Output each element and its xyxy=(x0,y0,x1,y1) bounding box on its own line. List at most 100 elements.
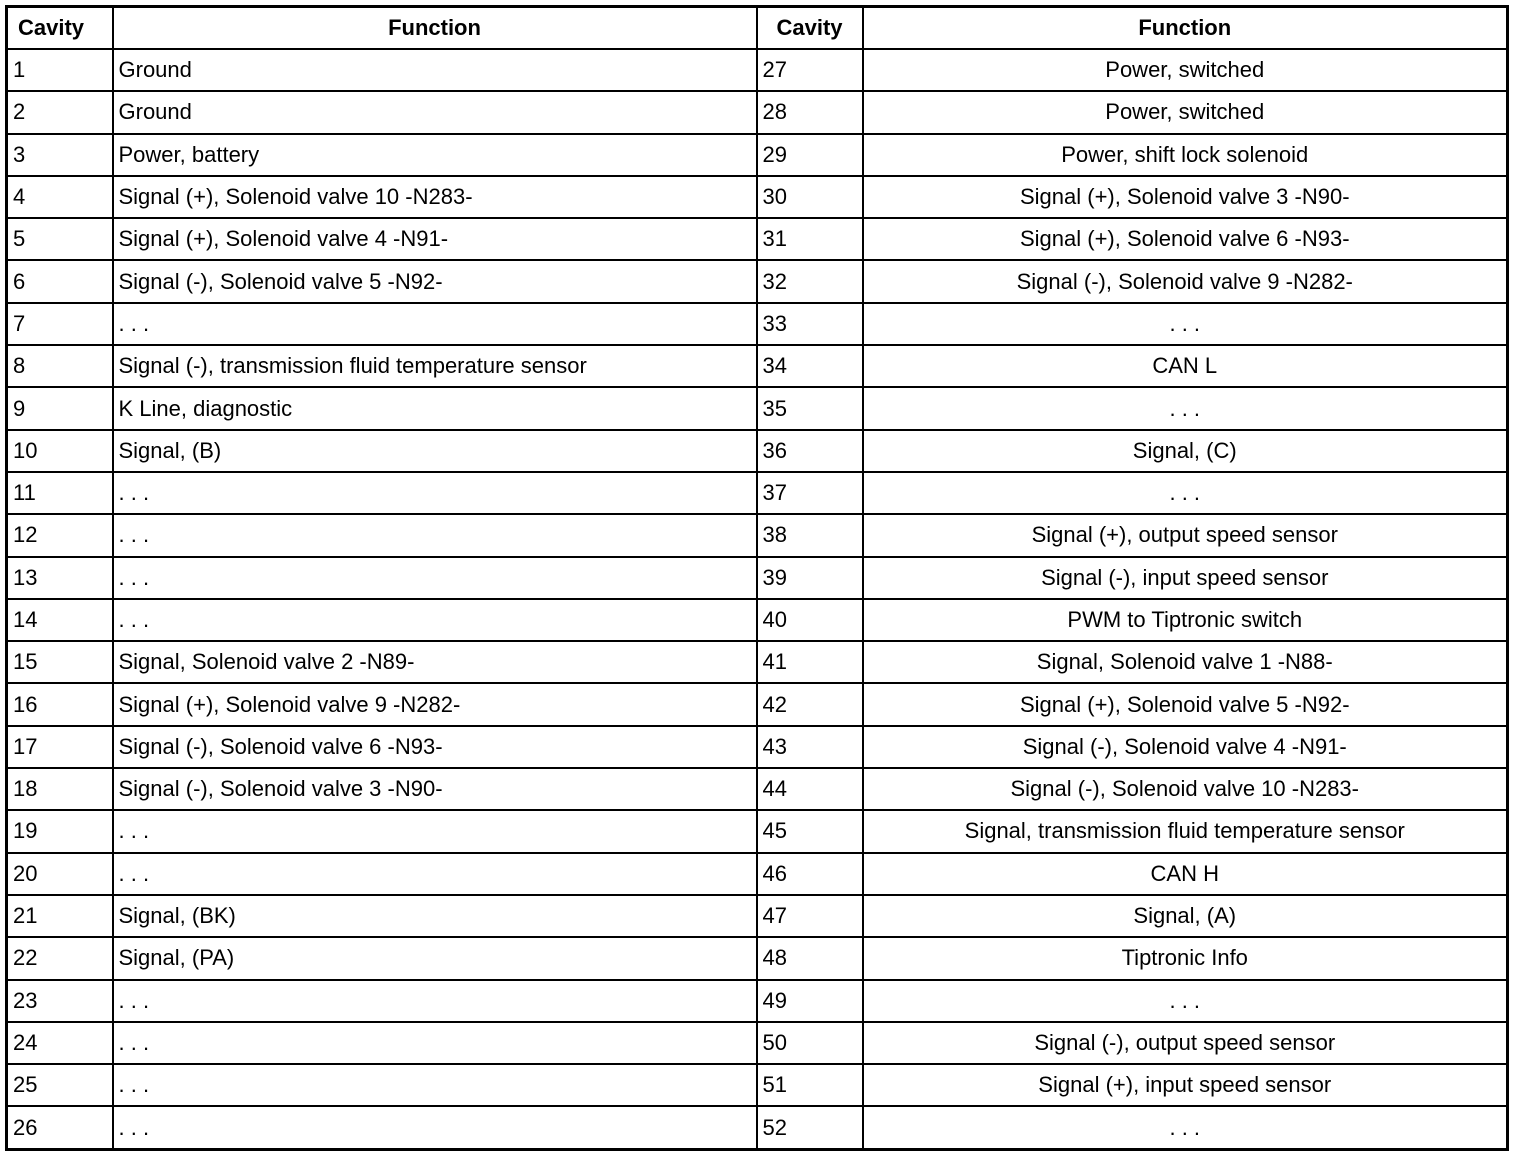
cavity-left-cell: 13 xyxy=(5,555,114,600)
cavity-right-cell: 40 xyxy=(755,597,864,643)
cavity-right-cell: 47 xyxy=(755,893,864,939)
function-left-cell: Signal (-), Solenoid valve 3 -N90- xyxy=(111,767,758,812)
cavity-left-cell: 10 xyxy=(5,428,114,473)
function-right-cell: CAN H xyxy=(861,851,1509,896)
table-row: 17 Signal (-), Solenoid valve 6 -N93- 43 Si… xyxy=(5,724,1509,770)
cavity-right-cell: 29 xyxy=(755,132,864,177)
function-left-cell: . . . xyxy=(111,1063,758,1108)
function-right-cell: . . . xyxy=(861,978,1509,1023)
cavity-left-cell: 15 xyxy=(5,640,114,685)
cavity-left-cell: 3 xyxy=(5,132,114,177)
function-left-cell: Ground xyxy=(111,90,758,135)
function-right-cell: Signal (-), output speed sensor xyxy=(861,1020,1509,1066)
function-right-cell: PWM to Tiptronic switch xyxy=(861,597,1509,643)
function-left-cell: Signal (-), transmission fluid temperatu… xyxy=(111,344,758,389)
cavity-left-cell: 8 xyxy=(5,344,114,389)
function-right-cell: . . . xyxy=(861,386,1509,431)
function-left-cell: Signal (+), Solenoid valve 9 -N282- xyxy=(111,682,758,727)
table-row: 4 Signal (+), Solenoid valve 10 -N283- 30 S… xyxy=(5,174,1509,220)
cavity-left-cell: 9 xyxy=(5,386,114,431)
function-left-cell: Signal (+), Solenoid valve 4 -N91- xyxy=(111,217,758,262)
function-left-cell: . . . xyxy=(111,513,758,558)
cavity-right-cell: 42 xyxy=(755,682,864,727)
cavity-left-cell: 26 xyxy=(5,1105,114,1151)
header-row: Cavity Function Cavity Function xyxy=(5,5,1509,50)
cavity-right-cell: 32 xyxy=(755,259,864,304)
function-right-cell: . . . xyxy=(861,301,1509,347)
function-right-cell: Tiptronic Info xyxy=(861,936,1509,981)
table-row: 10 Signal, (B) 36 Signal, (C) xyxy=(5,428,1509,473)
function-right-cell: Signal (-), Solenoid valve 4 -N91- xyxy=(861,724,1509,770)
cavity-right-cell: 30 xyxy=(755,174,864,220)
cavity-right-cell: 52 xyxy=(755,1105,864,1151)
table-row: 6 Signal (-), Solenoid valve 5 -N92- 32 Sig… xyxy=(5,259,1509,304)
cavity-left-cell: 1 xyxy=(5,47,114,93)
cavity-right-cell: 48 xyxy=(755,936,864,981)
cavity-left-cell: 7 xyxy=(5,301,114,347)
header-cavity-left: Cavity xyxy=(5,5,114,50)
cavity-right-cell: 45 xyxy=(755,809,864,854)
cavity-left-cell: 21 xyxy=(5,893,114,939)
cavity-right-cell: 50 xyxy=(755,1020,864,1066)
function-left-cell: Ground xyxy=(111,47,758,93)
table-row: 7. . . 33. . . xyxy=(5,301,1509,347)
function-left-cell: Signal (-), Solenoid valve 6 -N93- xyxy=(111,724,758,770)
cavity-left-cell: 2 xyxy=(5,90,114,135)
function-right-cell: Signal (+), Solenoid valve 3 -N90- xyxy=(861,174,1509,220)
cavity-left-cell: 18 xyxy=(5,767,114,812)
function-right-cell: Signal, transmission fluid temperature s… xyxy=(861,809,1509,854)
function-right-cell: Signal, Solenoid valve 1 -N88- xyxy=(861,640,1509,685)
table-row: 14. . . 40 PWM to Tiptronic switch xyxy=(5,597,1509,643)
function-left-cell: Signal (-), Solenoid valve 5 -N92- xyxy=(111,259,758,304)
cavity-right-cell: 27 xyxy=(755,47,864,93)
function-left-cell: . . . xyxy=(111,1020,758,1066)
table-row: 3 Power, battery 29 Power, shift lock solen… xyxy=(5,132,1509,177)
function-right-cell: CAN L xyxy=(861,344,1509,389)
function-right-cell: . . . xyxy=(861,1105,1509,1151)
function-left-cell: . . . xyxy=(111,597,758,643)
function-right-cell: Signal (-), input speed sensor xyxy=(861,555,1509,600)
cavity-function-table: Cavity Function Cavity Function 1 Ground 2… xyxy=(5,5,1509,1151)
cavity-left-cell: 5 xyxy=(5,217,114,262)
function-left-cell: . . . xyxy=(111,301,758,347)
cavity-left-cell: 6 xyxy=(5,259,114,304)
function-right-cell: Power, switched xyxy=(861,90,1509,135)
table-row: 8 Signal (-), transmission fluid temperat… xyxy=(5,344,1509,389)
table-row: 21 Signal, (BK) 47 Signal, (A) xyxy=(5,893,1509,939)
function-left-cell: . . . xyxy=(111,978,758,1023)
cavity-left-cell: 11 xyxy=(5,470,114,516)
cavity-right-cell: 39 xyxy=(755,555,864,600)
cavity-left-cell: 20 xyxy=(5,851,114,896)
cavity-left-cell: 14 xyxy=(5,597,114,643)
table-row: 18 Signal (-), Solenoid valve 3 -N90- 44 Si… xyxy=(5,767,1509,812)
table-row: 12. . . 38 Signal (+), output speed sensor xyxy=(5,513,1509,558)
cavity-right-cell: 38 xyxy=(755,513,864,558)
cavity-left-cell: 19 xyxy=(5,809,114,854)
function-right-cell: Power, switched xyxy=(861,47,1509,93)
cavity-left-cell: 17 xyxy=(5,724,114,770)
header-function-right: Function xyxy=(861,5,1509,50)
table-row: 24. . . 50 Signal (-), output speed sensor xyxy=(5,1020,1509,1066)
table-row: 11. . . 37. . . xyxy=(5,470,1509,516)
cavity-right-cell: 44 xyxy=(755,767,864,812)
function-left-cell: Power, battery xyxy=(111,132,758,177)
table-row: 13. . . 39 Signal (-), input speed sensor xyxy=(5,555,1509,600)
cavity-right-cell: 37 xyxy=(755,470,864,516)
cavity-right-cell: 28 xyxy=(755,90,864,135)
function-right-cell: Signal (-), Solenoid valve 9 -N282- xyxy=(861,259,1509,304)
function-right-cell: Signal (+), input speed sensor xyxy=(861,1063,1509,1108)
table-row: 2 Ground 28 Power, switched xyxy=(5,90,1509,135)
cavity-right-cell: 41 xyxy=(755,640,864,685)
function-right-cell: Power, shift lock solenoid xyxy=(861,132,1509,177)
function-left-cell: Signal, (BK) xyxy=(111,893,758,939)
table-row: 20. . . 46 CAN H xyxy=(5,851,1509,896)
cavity-right-cell: 35 xyxy=(755,386,864,431)
cavity-left-cell: 24 xyxy=(5,1020,114,1066)
table-row: 1 Ground 27 Power, switched xyxy=(5,47,1509,93)
cavity-left-cell: 4 xyxy=(5,174,114,220)
table-row: 5 Signal (+), Solenoid valve 4 -N91- 31 Sig… xyxy=(5,217,1509,262)
table-row: 16 Signal (+), Solenoid valve 9 -N282- 42 S… xyxy=(5,682,1509,727)
function-right-cell: Signal (-), Solenoid valve 10 -N283- xyxy=(861,767,1509,812)
function-left-cell: Signal, (B) xyxy=(111,428,758,473)
